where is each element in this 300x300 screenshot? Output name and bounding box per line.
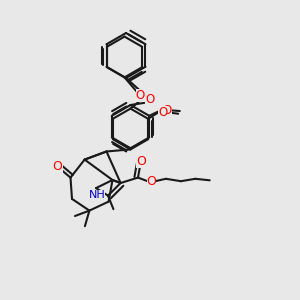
Text: O: O xyxy=(147,175,156,188)
Text: O: O xyxy=(158,106,167,119)
Text: O: O xyxy=(163,104,172,117)
Text: O: O xyxy=(53,160,62,173)
Text: O: O xyxy=(136,89,145,103)
Text: NH: NH xyxy=(88,190,105,200)
Text: O: O xyxy=(136,155,146,168)
Text: O: O xyxy=(146,93,154,106)
